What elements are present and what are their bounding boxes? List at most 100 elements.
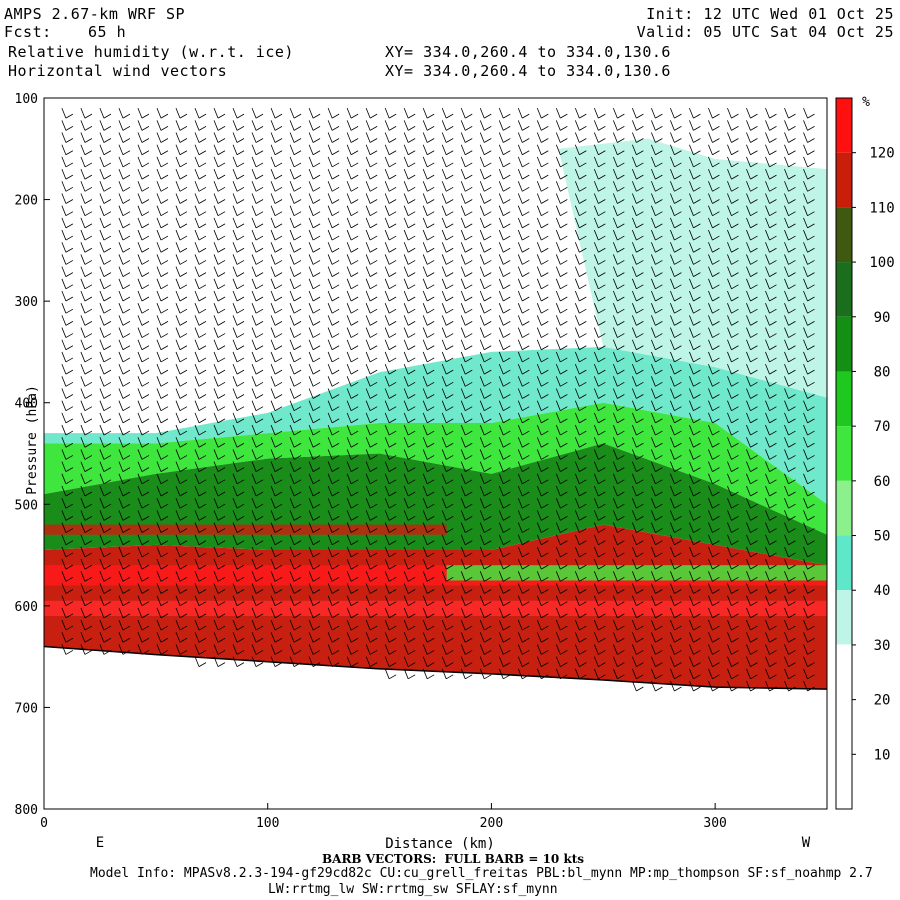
barb-flag xyxy=(407,479,416,485)
barb-flag xyxy=(503,284,511,290)
barb-staff xyxy=(175,108,181,119)
barb-staff xyxy=(403,595,409,606)
barb-staff xyxy=(631,388,637,399)
barb-staff xyxy=(670,644,675,655)
barb-staff xyxy=(156,315,162,326)
barb-staff xyxy=(346,376,352,387)
barb-flag xyxy=(769,357,777,363)
barb-staff xyxy=(137,522,143,533)
barb-flag xyxy=(636,333,644,338)
barb-flag xyxy=(636,564,644,570)
barb-flag xyxy=(807,199,815,204)
barb-flag xyxy=(674,601,682,607)
barb-staff xyxy=(99,632,105,643)
barb-flag xyxy=(788,455,796,460)
barb-staff xyxy=(61,607,67,619)
barb-staff xyxy=(289,290,295,302)
barb-flag xyxy=(617,516,625,521)
barb-staff xyxy=(213,473,219,484)
barb-flag xyxy=(674,247,682,253)
barb-staff xyxy=(327,290,333,302)
barb-flag xyxy=(217,564,226,570)
barb-staff xyxy=(308,193,314,204)
barb-staff xyxy=(746,522,751,533)
barb-flag xyxy=(598,369,606,375)
barb-staff xyxy=(384,558,390,570)
barb-flag xyxy=(407,394,416,399)
barb-flag xyxy=(369,272,378,277)
barb-staff xyxy=(61,571,67,582)
barb-staff xyxy=(536,254,542,265)
barb-flag xyxy=(560,552,568,558)
barb-staff xyxy=(232,120,238,131)
barb-flag xyxy=(293,625,302,631)
barb-flag xyxy=(655,162,663,168)
barb-flag xyxy=(255,503,264,509)
barb-flag xyxy=(484,540,492,546)
barb-staff xyxy=(422,424,428,436)
barb-flag xyxy=(655,601,663,607)
barb-flag xyxy=(388,321,397,326)
barb-staff xyxy=(574,558,580,570)
barb-staff xyxy=(517,595,523,606)
barb-staff xyxy=(384,510,390,521)
barb-staff xyxy=(99,254,105,265)
barb-flag xyxy=(579,113,587,119)
barb-staff xyxy=(631,412,637,424)
barb-staff xyxy=(479,583,485,594)
barb-staff xyxy=(784,242,789,253)
barb-staff xyxy=(232,108,238,119)
barb-flag xyxy=(712,369,720,375)
barb-staff xyxy=(612,437,618,448)
barb-staff xyxy=(746,168,751,180)
barb-flag xyxy=(731,467,739,472)
barb-flag xyxy=(350,211,359,217)
barb-flag xyxy=(484,564,492,570)
cross-section-coords-1: XY= 334.0,260.4 to 334.0,130.6 xyxy=(385,43,671,61)
barb-flag xyxy=(712,589,720,594)
barb-flag xyxy=(293,637,302,643)
barb-flag xyxy=(84,442,93,448)
barb-staff xyxy=(746,595,751,606)
barb-staff xyxy=(384,461,390,472)
barb-staff xyxy=(365,144,371,155)
barb-staff xyxy=(498,363,504,375)
barb-flag xyxy=(198,516,207,521)
barb-flag xyxy=(693,357,701,363)
barb-staff xyxy=(156,388,162,399)
barb-flag xyxy=(807,162,815,168)
barb-flag xyxy=(769,272,777,277)
barb-flag xyxy=(350,589,359,594)
barb-staff xyxy=(137,546,143,558)
barb-flag xyxy=(693,467,701,472)
barb-flag xyxy=(274,491,283,497)
barb-flag xyxy=(369,503,378,509)
barb-flag xyxy=(598,467,606,472)
barb-staff xyxy=(270,534,276,545)
barb-flag xyxy=(484,247,492,253)
barb-staff xyxy=(555,412,561,424)
barb-staff xyxy=(631,461,637,472)
barb-staff xyxy=(213,120,219,131)
barb-staff xyxy=(232,510,238,521)
barb-staff xyxy=(727,205,732,216)
barb-flag xyxy=(160,491,169,497)
barb-flag xyxy=(141,491,150,497)
barb-flag xyxy=(331,211,340,217)
barb-flag xyxy=(541,552,549,558)
barb-flag xyxy=(788,125,796,131)
barb-staff xyxy=(194,607,200,619)
barb-staff xyxy=(213,205,219,216)
barb-staff xyxy=(213,303,219,314)
barb-flag xyxy=(769,174,777,180)
barb-staff xyxy=(346,607,352,619)
barb-staff xyxy=(555,156,561,168)
barb-flag xyxy=(160,150,169,156)
barb-staff xyxy=(727,242,732,253)
barb-flag xyxy=(807,455,815,460)
barb-flag xyxy=(674,150,682,156)
barb-flag xyxy=(388,613,397,619)
barb-flag xyxy=(541,625,549,631)
barb-flag xyxy=(446,113,454,119)
barb-staff xyxy=(270,254,276,265)
